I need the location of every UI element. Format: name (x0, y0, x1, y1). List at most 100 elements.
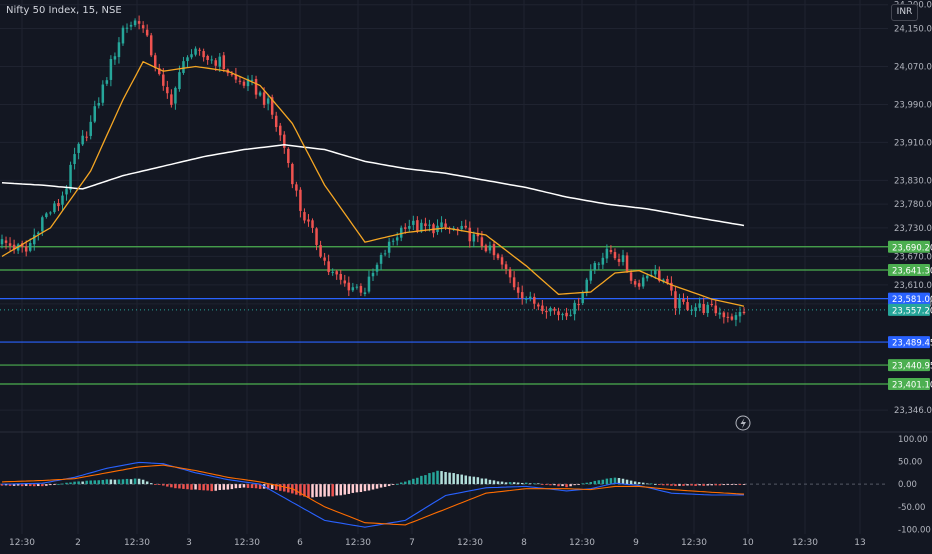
macd-histogram-bar (706, 484, 709, 486)
candle-body (4, 240, 8, 243)
axis-layer: 12:30 2 12:30 3 12:30 6 12:30 7 12:30 8 12:30 9 12:3… (9, 1, 932, 548)
macd-histogram-bar (395, 484, 399, 485)
candle-body (141, 25, 145, 29)
candle-body (283, 134, 286, 148)
y-tick-label: 23,990.00 (894, 100, 932, 110)
macd-histogram-bar (569, 484, 572, 487)
x-tick-label: 13 (854, 538, 865, 548)
macd-histogram-bar (662, 484, 665, 486)
macd-histogram-bar (363, 484, 367, 492)
macd-histogram-bar (93, 480, 97, 485)
ema-fast-line (1, 60, 745, 307)
candle-body (726, 316, 730, 318)
macd-histogram-bar (561, 484, 564, 487)
y-tick-label: 23,346.00 (894, 406, 932, 416)
candle-body (238, 80, 242, 82)
macd-histogram-bar (524, 482, 528, 485)
candle-body (581, 293, 584, 304)
macd-histogram-bar (351, 484, 355, 493)
macd-histogram-bar (589, 482, 593, 485)
macd-histogram-bar (218, 484, 222, 491)
candle-body (706, 304, 709, 314)
candle-body (609, 249, 613, 253)
candle-body (266, 98, 270, 104)
candle-body (97, 103, 101, 106)
macd-histogram-bar (145, 481, 149, 485)
macd-histogram-bar (637, 482, 641, 485)
candle-body (295, 184, 298, 191)
macd-histogram-bar (504, 482, 508, 485)
candle-body (45, 213, 48, 218)
macd-histogram-bar (682, 484, 685, 486)
macd-histogram-bar (549, 484, 552, 486)
macd-histogram-bar (278, 484, 282, 491)
candle-body (666, 278, 669, 284)
price-level-label: 23,581.00 (892, 295, 932, 305)
candle-body (694, 307, 697, 311)
candle-body (61, 195, 64, 205)
x-tick-label: 7 (409, 538, 415, 548)
current-price-badge (888, 303, 930, 316)
macd-histogram-bar (428, 473, 431, 485)
currency-button[interactable]: INR (891, 4, 918, 21)
price-level-badge (888, 359, 930, 372)
candle-body (327, 261, 330, 273)
macd-histogram-bar (194, 484, 197, 490)
candle-body (162, 74, 165, 86)
macd-histogram-bar (186, 484, 189, 490)
macd-histogram-bar (270, 484, 274, 490)
y-tick-label: 24,070.00 (894, 62, 932, 72)
macd-histogram-bar (359, 484, 363, 493)
macd-histogram-bar (258, 484, 262, 489)
macd-histogram-bar (57, 483, 60, 485)
candle-body (121, 27, 125, 44)
macd-histogram-bar (456, 474, 459, 485)
candle-body (101, 84, 105, 103)
candle-body (339, 273, 342, 280)
candle-body (258, 92, 262, 96)
candle-body (49, 212, 52, 214)
price-level-badge (888, 240, 930, 253)
macd-histogram-bar (109, 479, 113, 485)
macd-histogram-bar (153, 484, 157, 485)
macd-histogram-bar (28, 484, 32, 487)
macd-histogram-bar (266, 484, 270, 490)
candle-body (363, 292, 367, 295)
macd-histogram-bar (371, 484, 375, 490)
candle-body (645, 275, 649, 279)
labels-layer: 23,690.20 23,641.30 23,581.00 23,489.45 23,4… (888, 240, 932, 391)
candle-body (234, 74, 238, 80)
candle-body (472, 234, 476, 242)
macd-histogram-bar (742, 484, 746, 485)
candle-body (198, 49, 201, 51)
macd-histogram-bar (545, 484, 548, 485)
candle-body (529, 296, 532, 299)
macd-histogram-bar (158, 484, 161, 485)
macd-histogram-bar (335, 484, 338, 496)
candle-body (254, 79, 258, 95)
macd-histogram-bar (303, 484, 306, 497)
candle-body (8, 243, 12, 246)
macd-histogram-bar (508, 482, 512, 485)
y-tick-label: 23,910.00 (894, 138, 932, 148)
lightning-icon[interactable] (735, 415, 751, 431)
macd-histogram-bar (162, 484, 165, 486)
x-tick-label: 2 (75, 538, 81, 548)
macd-histogram-bar (97, 480, 101, 485)
candle-body (484, 245, 488, 252)
y-tick-label: 23,830.00 (894, 176, 932, 186)
candle-body (367, 276, 371, 292)
macd-histogram-bar (621, 478, 625, 485)
macd-histogram-bar (299, 484, 302, 496)
x-tick-label: 8 (521, 538, 527, 548)
candle-body (210, 59, 213, 61)
macd-histogram-bar (484, 478, 488, 485)
macd-histogram-bar (726, 484, 730, 485)
candle-body (315, 228, 318, 245)
candle-body (262, 92, 266, 105)
candle-body (553, 308, 556, 311)
candle-body (601, 257, 605, 265)
price-level-badge (888, 378, 930, 391)
candle-body (597, 263, 601, 265)
